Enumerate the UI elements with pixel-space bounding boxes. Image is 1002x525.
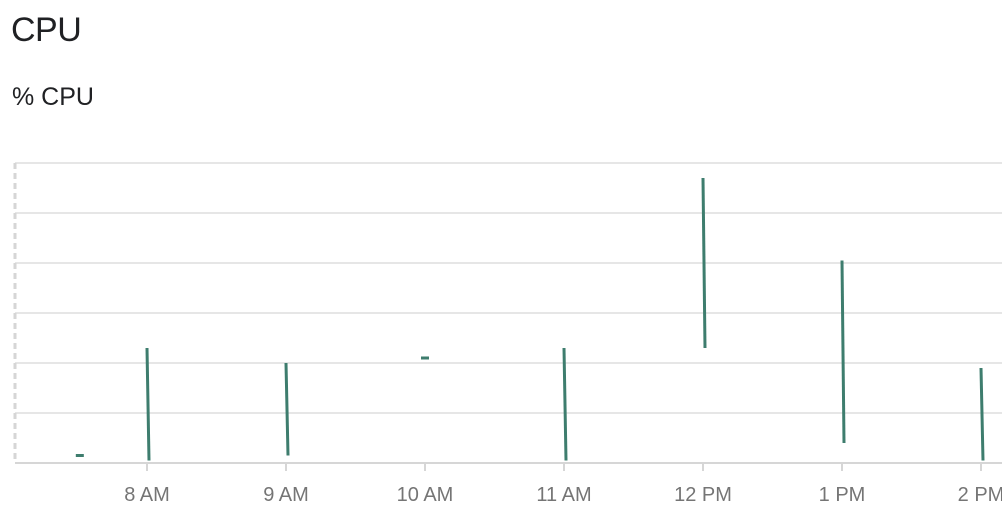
cpu-data-point: [562, 347, 568, 461]
x-tick-label: 10 AM: [397, 484, 454, 506]
cpu-data-point: [840, 260, 846, 444]
cpu-series: [75, 177, 985, 461]
x-tick-label: 8 AM: [124, 484, 170, 506]
gridlines: [15, 162, 1002, 414]
x-axis-ticks: 8 AM 9 AM 10 AM 11 AM 12 PM 1 PM 2 PM: [124, 463, 1002, 506]
x-tick-label: 11 AM: [536, 484, 591, 506]
cpu-data-point: [284, 362, 290, 456]
x-tick-label: 1 PM: [819, 484, 866, 506]
x-tick-label: 12 PM: [674, 484, 732, 506]
cpu-data-point: [145, 347, 151, 461]
x-tick-label: 9 AM: [263, 484, 309, 506]
chart-title: CPU: [11, 11, 82, 49]
cpu-data-point: [979, 367, 985, 461]
cpu-data-point: [701, 177, 707, 349]
x-tick-label: 2 PM: [958, 484, 1002, 506]
y-axis-label: % CPU: [12, 83, 94, 111]
